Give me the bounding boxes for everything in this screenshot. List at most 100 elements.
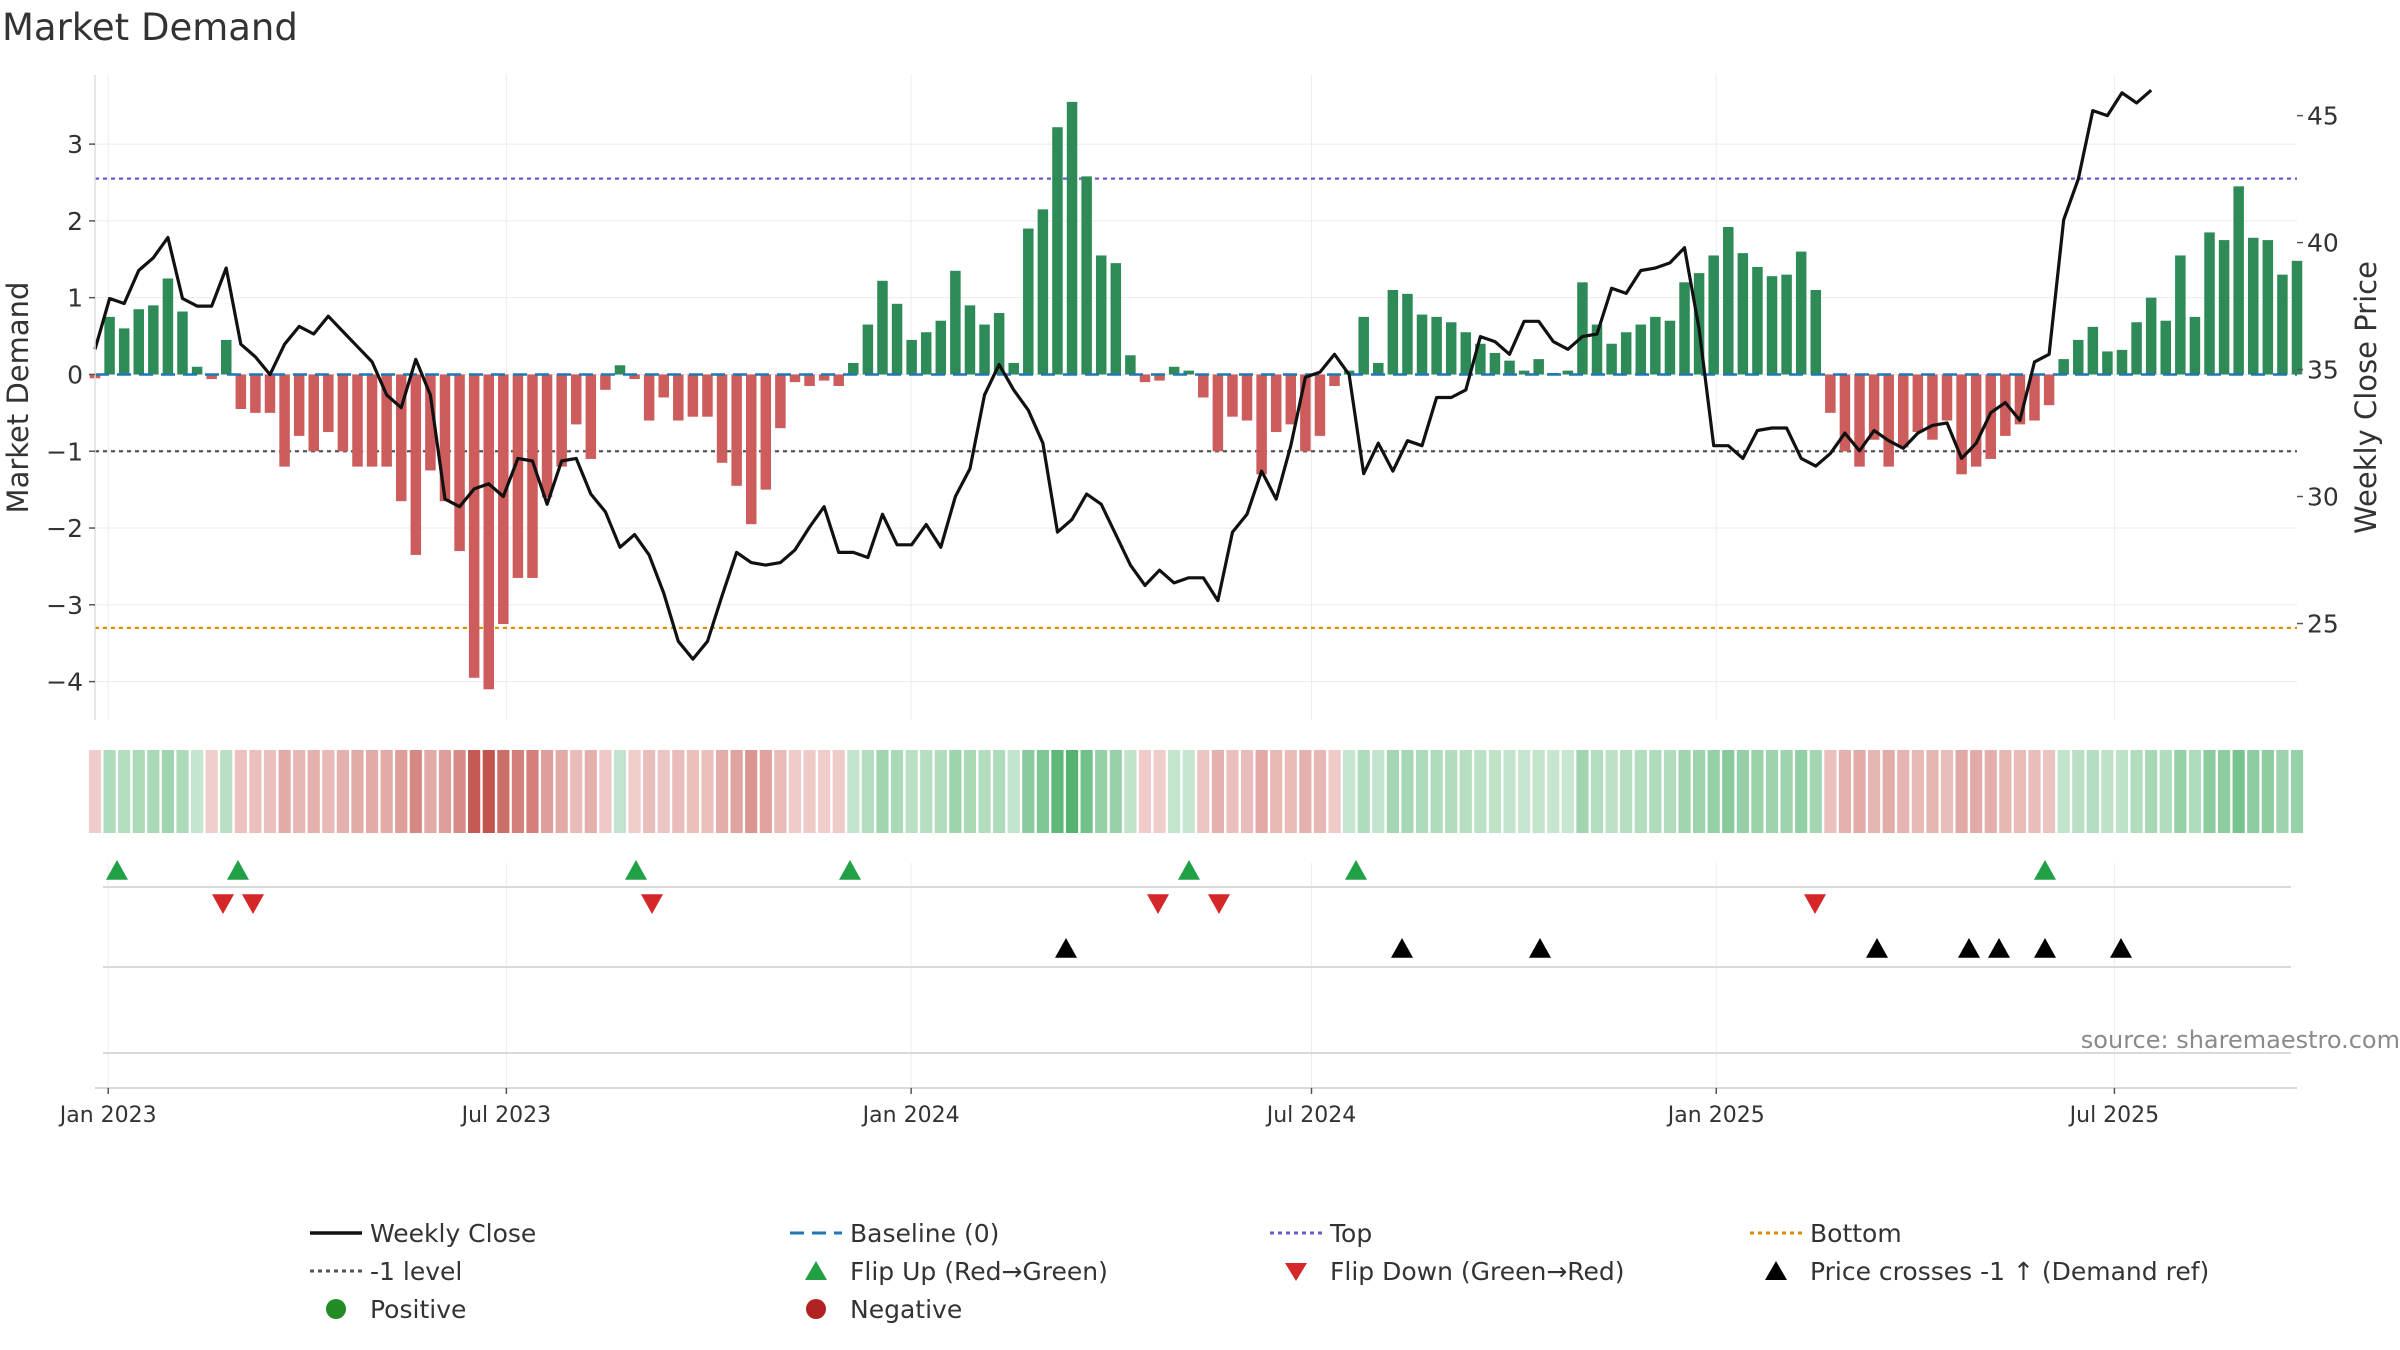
strip-cell bbox=[715, 750, 729, 833]
strip-cell bbox=[88, 750, 102, 833]
flip-up-marker bbox=[2034, 860, 2056, 880]
strip-cell bbox=[1590, 750, 1604, 833]
strip-cell bbox=[1605, 750, 1618, 833]
y-tick-label: 1 bbox=[67, 284, 83, 313]
demand-bar bbox=[1708, 255, 1719, 375]
demand-bar bbox=[2102, 351, 2113, 375]
strip-cell bbox=[1474, 750, 1487, 833]
price-cross-marker bbox=[1958, 938, 1980, 958]
price-cross-marker bbox=[1988, 938, 2010, 958]
y2-axis-label: Weekly Close Price bbox=[2349, 261, 2383, 534]
demand-bar bbox=[1562, 370, 1574, 375]
demand-bar bbox=[716, 374, 728, 463]
demand-bar bbox=[1139, 374, 1151, 383]
strip-cell bbox=[1926, 750, 1939, 833]
demand-bar bbox=[1854, 374, 1865, 467]
strip-cell bbox=[1226, 750, 1239, 833]
y-tick-label: −3 bbox=[46, 591, 83, 620]
demand-bar bbox=[2087, 326, 2099, 375]
demand-bar bbox=[1037, 209, 1049, 375]
strip-cell bbox=[1343, 750, 1356, 833]
strip-cell bbox=[1868, 750, 1881, 833]
strip-cell bbox=[263, 750, 277, 833]
demand-bar bbox=[906, 339, 917, 375]
demand-bar bbox=[818, 374, 830, 381]
flip-down-marker bbox=[212, 894, 234, 914]
legend-label: Price crosses -1 ↑ (Demand ref) bbox=[1810, 1256, 2210, 1286]
demand-bar bbox=[1256, 374, 1267, 475]
demand-bar bbox=[2233, 186, 2244, 375]
flip-up-marker bbox=[1178, 860, 1200, 880]
y2-tick-label: 45 bbox=[2307, 102, 2339, 131]
strip-cell bbox=[1124, 750, 1137, 833]
strip-cell bbox=[1620, 750, 1633, 833]
strip-cell bbox=[920, 750, 933, 833]
demand-bar bbox=[1650, 316, 1661, 375]
x-tick-label: Jan 2023 bbox=[58, 1103, 157, 1128]
demand-bar bbox=[177, 311, 188, 375]
demand-bar bbox=[2014, 374, 2026, 425]
y2-tick-label: 35 bbox=[2307, 356, 2339, 385]
demand-bar bbox=[1577, 282, 1588, 375]
legend-symbol bbox=[1750, 1231, 1802, 1235]
strip-cell bbox=[2247, 750, 2260, 833]
strip-cell bbox=[176, 750, 189, 833]
y-axis-label: Market Demand bbox=[1, 282, 35, 514]
legend-item: Price crosses -1 ↑ (Demand ref) bbox=[1740, 1253, 2209, 1289]
demand-bar bbox=[1985, 374, 1997, 459]
flip-down-marker bbox=[1147, 894, 1169, 914]
legend-symbol bbox=[1285, 1263, 1307, 1281]
strip-cell bbox=[395, 750, 408, 833]
demand-bar bbox=[1752, 266, 1763, 375]
strip-cell bbox=[2203, 750, 2216, 833]
x-tick-label: Jul 2023 bbox=[460, 1103, 552, 1128]
demand-bar bbox=[468, 374, 480, 678]
demand-bar bbox=[220, 339, 232, 375]
strip-cell bbox=[1780, 750, 1793, 833]
demand-bar bbox=[2131, 322, 2142, 375]
demand-bar bbox=[1591, 324, 1603, 375]
strip-cell bbox=[949, 750, 962, 833]
legend-symbol bbox=[806, 1299, 826, 1319]
strip-cell bbox=[599, 750, 612, 833]
strip-cell bbox=[1445, 750, 1458, 833]
strip-cell bbox=[1911, 750, 1924, 833]
strip-cell bbox=[1007, 750, 1020, 833]
demand-bars bbox=[89, 101, 2303, 690]
demand-bar bbox=[264, 374, 276, 413]
demand-bar bbox=[2058, 359, 2069, 375]
demand-bar bbox=[148, 305, 159, 375]
strip-cell bbox=[161, 750, 175, 833]
demand-bar bbox=[206, 374, 217, 380]
strip-cell bbox=[132, 750, 145, 833]
demand-bar bbox=[439, 374, 451, 502]
flip-down-marker bbox=[641, 894, 663, 914]
flip-up-marker bbox=[106, 860, 128, 880]
strip-cell bbox=[1984, 750, 1997, 833]
strip-cell bbox=[2043, 750, 2056, 833]
demand-bar bbox=[2043, 374, 2055, 406]
strip-cell bbox=[103, 750, 116, 833]
demand-bar bbox=[1125, 355, 1136, 375]
demand-bar bbox=[1154, 374, 1165, 381]
demand-bar bbox=[1052, 127, 1063, 375]
demand-bar bbox=[1810, 290, 1822, 375]
demand-bar bbox=[250, 374, 261, 413]
demand-bar bbox=[643, 374, 655, 421]
legend-label: Bottom bbox=[1810, 1218, 1902, 1248]
demand-bar bbox=[1489, 352, 1501, 375]
strip-cell bbox=[2057, 750, 2070, 833]
strip-cell bbox=[1138, 750, 1152, 833]
demand-bar bbox=[1898, 374, 1909, 448]
demand-bar bbox=[1504, 360, 1515, 375]
price-cross-marker bbox=[2034, 938, 2056, 958]
strip-cell bbox=[351, 750, 364, 833]
source-label: source: sharemaestro.com bbox=[2080, 1026, 2400, 1054]
demand-bar bbox=[789, 374, 801, 383]
strip-cell bbox=[1940, 750, 1954, 833]
level-lines bbox=[95, 177, 2297, 629]
strip-cell bbox=[1576, 750, 1589, 833]
strip-cell bbox=[1459, 750, 1472, 833]
strip-cell bbox=[861, 750, 874, 833]
